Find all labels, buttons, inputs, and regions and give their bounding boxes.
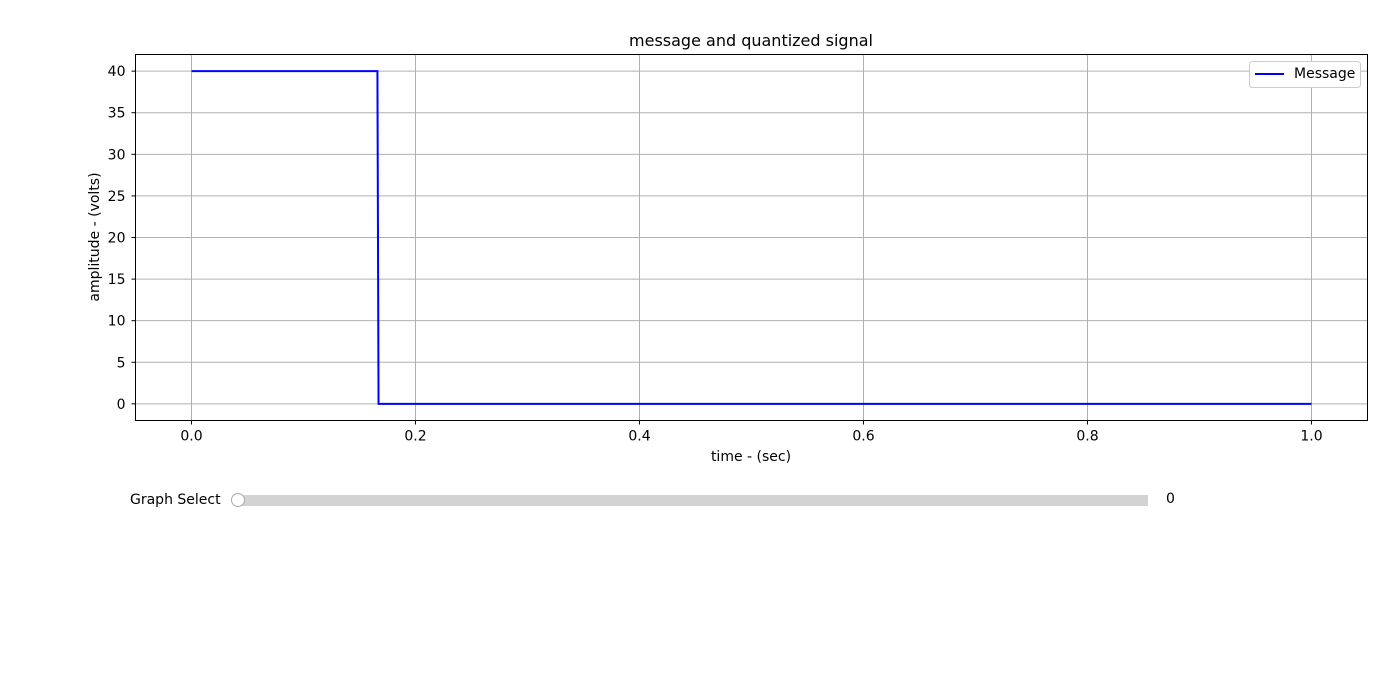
slider-handle[interactable] — [231, 493, 245, 507]
y-tick-label: 10 — [108, 314, 126, 330]
slider-track[interactable] — [238, 495, 1148, 506]
y-tick-label: 35 — [108, 106, 126, 122]
y-tick-label: 40 — [108, 64, 126, 80]
legend-box — [1249, 61, 1361, 88]
slider-value: 0 — [1166, 491, 1175, 507]
series-layer — [191, 70, 1312, 405]
y-tick-label: 5 — [117, 355, 126, 371]
slider-label: Graph Select — [130, 492, 221, 508]
x-tick-label: 0.2 — [404, 429, 426, 445]
x-axis: 0.0 0.2 0.4 0.6 0.8 1.0 — [180, 420, 1323, 445]
x-axis-label: time - (sec) — [711, 449, 791, 465]
series-line-message — [191, 70, 1312, 405]
graph-select-slider: Graph Select 0 — [0, 486, 1400, 514]
grid — [135, 54, 1368, 421]
legend-label-message: Message — [1294, 66, 1355, 82]
x-tick-label: 0.8 — [1076, 429, 1098, 445]
y-axis-label: amplitude - (volts) — [87, 172, 103, 301]
chart: 0.0 0.2 0.4 0.6 0.8 1.0 0 5 10 15 20 25 30 35 40 mess… — [87, 31, 1368, 465]
x-tick-label: 0.4 — [628, 429, 650, 445]
legend: Message — [1249, 61, 1361, 88]
y-axis: 0 5 10 15 20 25 30 35 40 — [108, 64, 136, 413]
y-tick-label: 30 — [108, 147, 126, 163]
y-tick-label: 15 — [108, 272, 126, 288]
x-tick-label: 0.6 — [852, 429, 874, 445]
y-tick-label: 0 — [117, 397, 126, 413]
x-tick-label: 0.0 — [180, 429, 202, 445]
chart-title: message and quantized signal — [629, 31, 873, 50]
y-tick-label: 20 — [108, 231, 126, 247]
y-tick-label: 25 — [108, 189, 126, 205]
x-tick-label: 1.0 — [1300, 429, 1322, 445]
